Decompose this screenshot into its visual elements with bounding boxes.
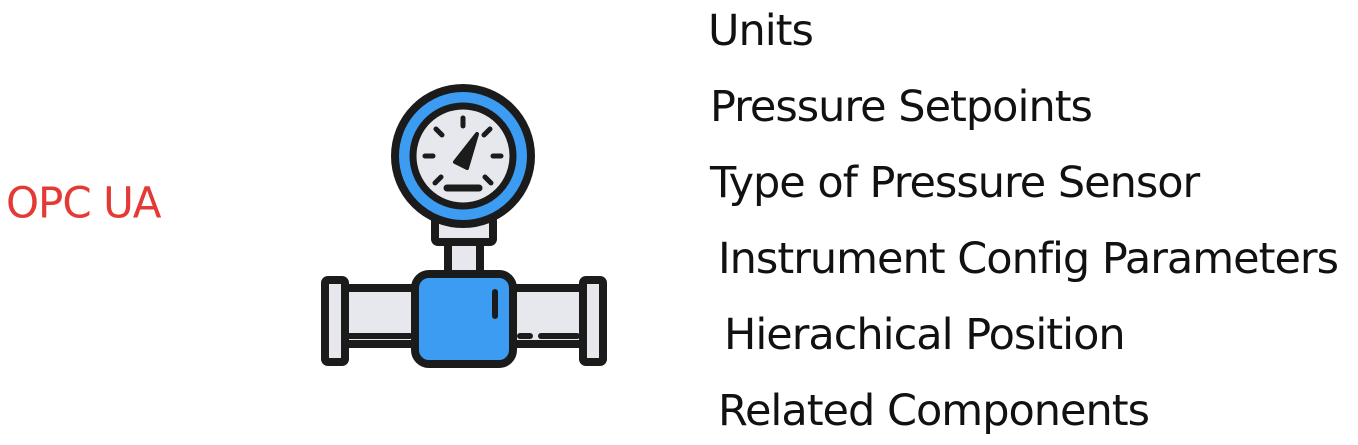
attribute-pressure-sensor-type: Type of Pressure Sensor: [710, 158, 1200, 208]
flange-right: [579, 276, 607, 366]
pressure-gauge-icon: [321, 84, 607, 368]
attribute-hierarchical-position: Hierachical Position: [724, 310, 1126, 360]
attribute-units: Units: [708, 6, 814, 56]
valve-body: [411, 270, 517, 368]
gauge-needle: [453, 132, 479, 170]
opc-ua-label: OPC UA: [6, 177, 162, 228]
attribute-pressure-setpoints: Pressure Setpoints: [710, 82, 1093, 132]
attribute-instrument-config: Instrument Config Parameters: [718, 234, 1339, 284]
flange-left: [321, 276, 349, 366]
attribute-related-components: Related Components: [718, 386, 1150, 436]
